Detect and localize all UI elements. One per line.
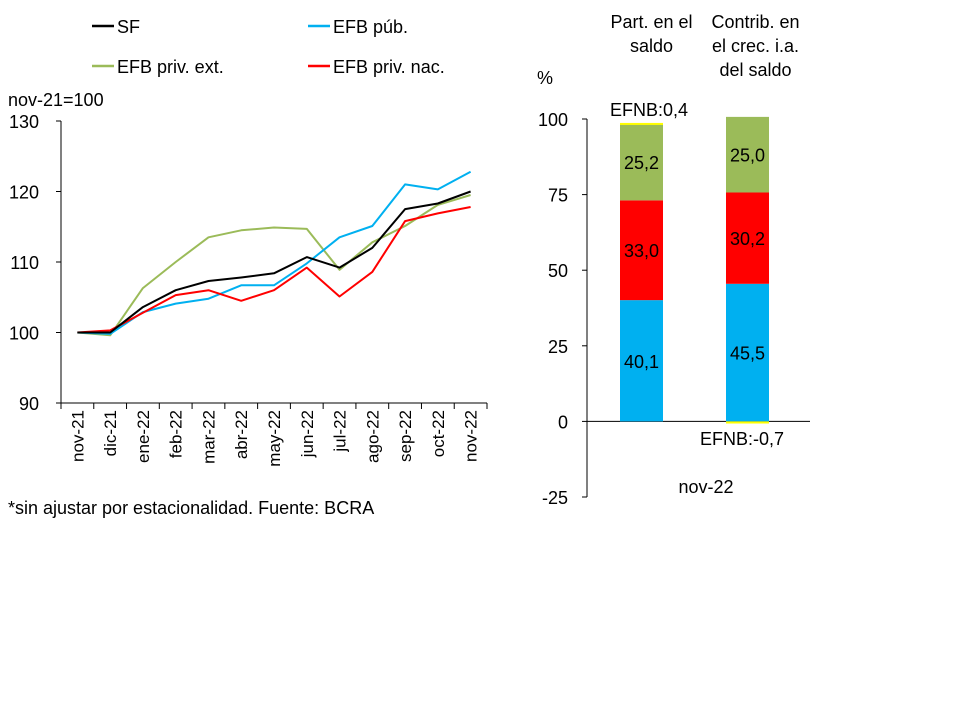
bar-category-label: del saldo xyxy=(719,60,791,80)
bar-y-tick-label: 100 xyxy=(538,110,568,130)
legend-label-0: SF xyxy=(117,17,140,37)
x-tick-label: feb-22 xyxy=(167,410,186,458)
bar-y-axis-unit: % xyxy=(537,68,553,88)
bar-category-label: Part. en el xyxy=(610,12,692,32)
series-line-1 xyxy=(77,170,472,335)
bar-segment-0-2 xyxy=(620,124,663,201)
bar-segment-1-2 xyxy=(726,116,769,193)
bar-segment-1-1 xyxy=(726,192,769,284)
x-tick-label: may-22 xyxy=(265,410,284,467)
bar-value-label: 30,2 xyxy=(730,229,765,249)
bar-category-label: Contrib. en xyxy=(711,12,799,32)
bar-value-label: 33,0 xyxy=(624,241,659,261)
bar-category-label: el crec. i.a. xyxy=(712,36,799,56)
x-tick-label: sep-22 xyxy=(396,410,415,462)
series-line-0 xyxy=(77,190,471,334)
x-tick-label: jul-22 xyxy=(331,410,350,453)
bar-y-tick-label: 75 xyxy=(548,186,568,206)
legend-label-1: EFB púb. xyxy=(333,17,408,37)
bar-segment-0-3 xyxy=(620,122,663,125)
x-tick-label: abr-22 xyxy=(232,410,251,459)
bar-x-axis-label: nov-22 xyxy=(678,477,733,497)
bar-value-label: 25,0 xyxy=(730,146,765,166)
legend-label-2: EFB priv. ext. xyxy=(117,57,224,77)
bar-y-tick-label: -25 xyxy=(542,488,568,508)
footnote: *sin ajustar por estacionalidad. Fuente:… xyxy=(8,498,374,518)
x-tick-label: nov-22 xyxy=(462,410,481,462)
series-line-3 xyxy=(77,206,471,334)
x-tick-label: ago-22 xyxy=(363,410,382,463)
x-tick-label: nov-21 xyxy=(68,410,87,462)
y-axis-title: nov-21=100 xyxy=(8,90,104,110)
y-tick-label: 120 xyxy=(9,183,39,203)
bar-category-label: saldo xyxy=(630,36,673,56)
x-tick-label: oct-22 xyxy=(429,410,448,457)
bar-y-tick-label: 0 xyxy=(558,412,568,432)
bar-y-tick-label: 25 xyxy=(548,337,568,357)
bar-y-tick-label: 50 xyxy=(548,261,568,281)
legend-label-3: EFB priv. nac. xyxy=(333,57,445,77)
y-tick-label: 110 xyxy=(10,253,39,273)
bar-value-label: 45,5 xyxy=(730,344,765,364)
efnb-label-0: EFNB:0,4 xyxy=(610,100,688,120)
bar-value-label: 25,2 xyxy=(624,153,659,173)
series-line-2 xyxy=(77,194,471,337)
y-tick-label: 130 xyxy=(9,112,39,132)
x-tick-label: dic-21 xyxy=(101,410,120,456)
x-tick-label: ene-22 xyxy=(134,410,153,463)
bar-segment-0-1 xyxy=(620,200,663,301)
x-tick-label: mar-22 xyxy=(199,410,218,464)
bar-value-label: 40,1 xyxy=(624,352,659,372)
bar-segment-1-0 xyxy=(726,283,769,422)
bar-segment-0-0 xyxy=(620,300,663,422)
y-tick-label: 100 xyxy=(9,324,39,344)
x-tick-label: jun-22 xyxy=(298,410,317,458)
y-tick-label: 90 xyxy=(19,394,39,414)
bar-segment-1-3 xyxy=(726,421,769,424)
efnb-label-1: EFNB:-0,7 xyxy=(700,429,784,449)
